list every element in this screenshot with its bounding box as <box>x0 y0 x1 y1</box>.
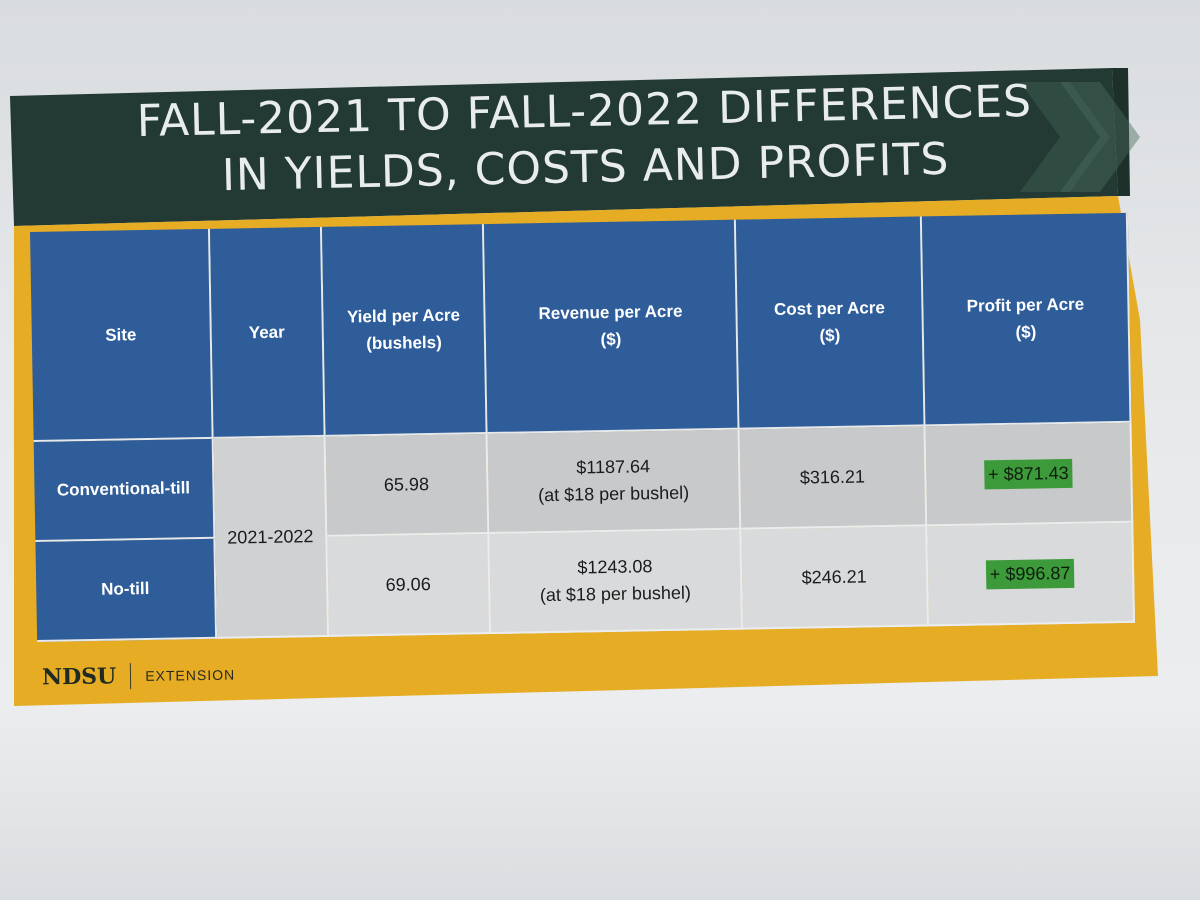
header-revenue: Revenue per Acre ($) <box>483 219 740 435</box>
header-site-label: Site <box>105 324 137 345</box>
footer: NDSU EXTENSION <box>41 655 236 698</box>
row1-profit-value: + $871.43 <box>983 458 1073 489</box>
header-profit-line2: ($) <box>1015 322 1037 342</box>
row1-revenue-note: (at $18 per bushel) <box>537 482 690 506</box>
slide-title: FALL-2021 TO FALL-2022 DIFFERENCES IN YI… <box>59 72 1111 208</box>
row2-revenue-note: (at $18 per bushel) <box>539 582 692 606</box>
row1-site: Conventional-till <box>33 438 216 542</box>
row2-revenue-value: $1243.08 <box>577 556 653 578</box>
row2-profit: + $996.87 <box>927 522 1135 627</box>
row2-cost-value: $246.21 <box>801 565 867 588</box>
header-cost: Cost per Acre ($) <box>735 216 926 430</box>
header-yield-line2: (bushels) <box>366 332 442 354</box>
header-cost-line2: ($) <box>819 325 841 346</box>
header-revenue-line1: Revenue per Acre <box>538 301 683 324</box>
header-yield-line1: Yield per Acre <box>346 305 461 327</box>
row1-profit: + $871.43 <box>925 422 1134 527</box>
header-profit: Profit per Acre ($) <box>921 212 1132 427</box>
title-band-edge <box>1112 68 1130 196</box>
header-year: Year <box>209 226 326 439</box>
row2-site: No-till <box>35 538 218 642</box>
row2-yield-value: 69.06 <box>385 573 431 595</box>
header-site: Site <box>30 228 214 442</box>
header-yield: Yield per Acre (bushels) <box>321 224 488 437</box>
header-cost-line1: Cost per Acre <box>773 298 886 320</box>
row1-yield-value: 65.98 <box>383 473 430 495</box>
row1-cost: $316.21 <box>739 426 928 530</box>
header-profit-line1: Profit per Acre <box>966 294 1085 316</box>
year-span-cell: 2021-2022 <box>213 436 330 639</box>
row1-revenue-value: $1187.64 <box>576 456 651 478</box>
footer-label: EXTENSION <box>145 666 236 684</box>
chevron-decoration-icon <box>1020 82 1140 192</box>
row2-profit-value: + $996.87 <box>985 558 1075 589</box>
row1-yield: 65.98 <box>325 434 490 537</box>
row2-yield: 69.06 <box>327 534 492 637</box>
ndsu-logo: NDSU <box>41 663 132 691</box>
header-year-label: Year <box>248 322 285 342</box>
paper-background <box>0 700 1200 900</box>
title-band <box>10 68 1118 226</box>
row2-cost: $246.21 <box>741 526 930 630</box>
row1-site-label: Conventional-till <box>56 478 191 500</box>
row2-site-label: No-till <box>101 578 150 599</box>
row1-cost-value: $316.21 <box>799 465 866 488</box>
year-span-label: 2021-2022 <box>227 525 314 548</box>
data-table: Site Year Yield per Acre (bushels) Reven… <box>30 212 1147 642</box>
row2-revenue: $1243.08 (at $18 per bushel) <box>489 529 744 635</box>
header-revenue-line2: ($) <box>600 329 622 350</box>
row1-revenue: $1187.64 (at $18 per bushel) <box>487 429 742 535</box>
